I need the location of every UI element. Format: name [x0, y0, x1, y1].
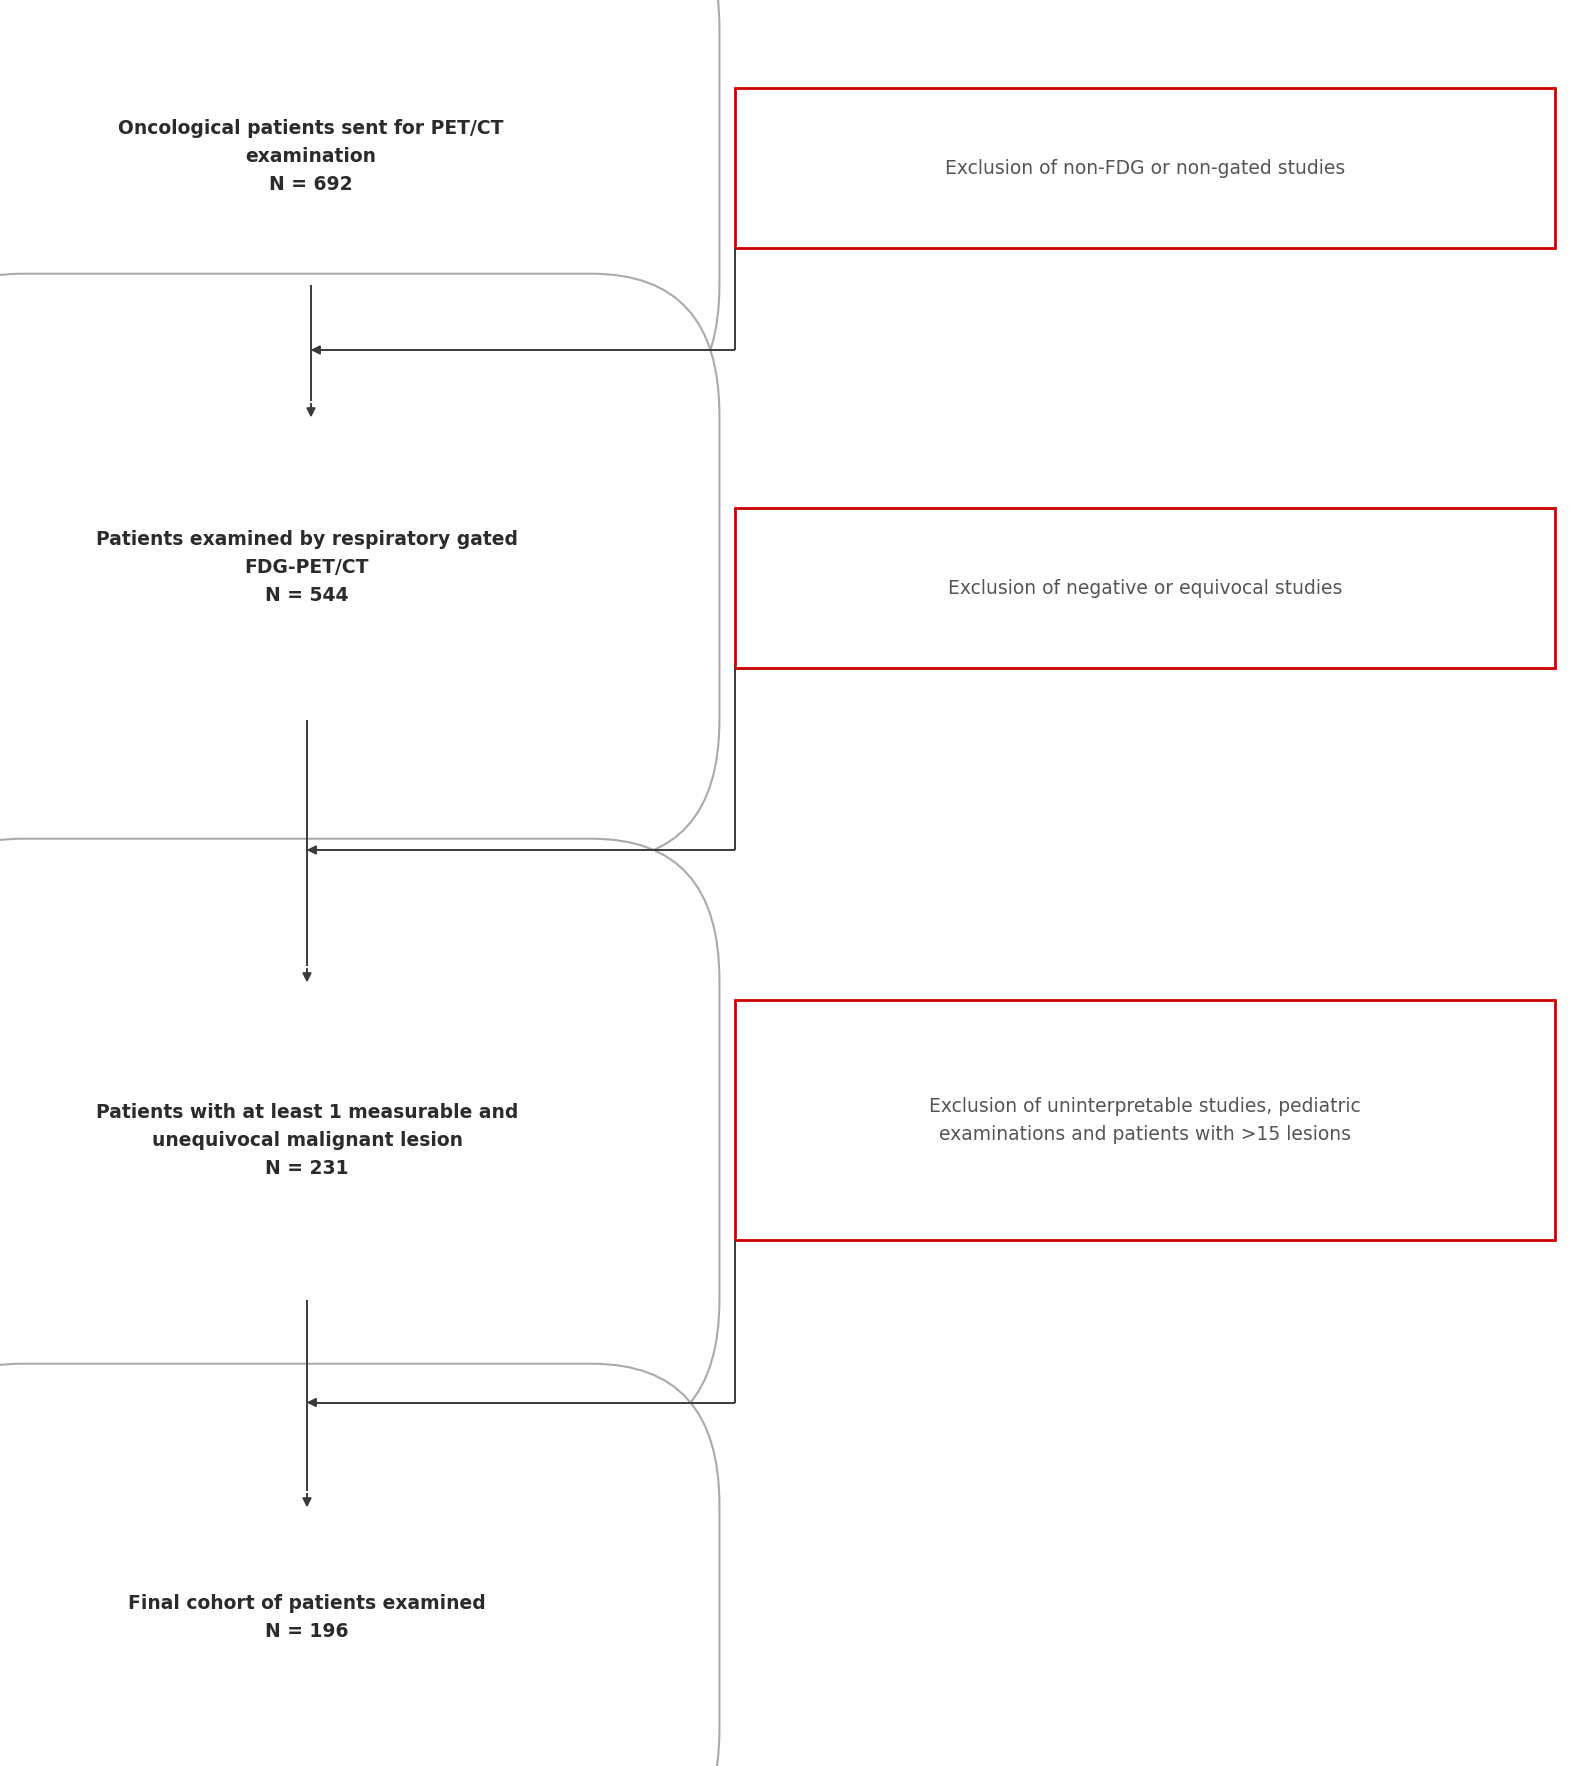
FancyBboxPatch shape — [734, 509, 1555, 668]
Text: Exclusion of uninterpretable studies, pediatric
examinations and patients with >: Exclusion of uninterpretable studies, pe… — [929, 1097, 1360, 1144]
FancyBboxPatch shape — [0, 0, 720, 426]
Text: Patients with at least 1 measurable and
unequivocal malignant lesion
N = 231: Patients with at least 1 measurable and … — [96, 1102, 518, 1178]
Text: Exclusion of non-FDG or non-gated studies: Exclusion of non-FDG or non-gated studie… — [945, 159, 1344, 178]
Text: Exclusion of negative or equivocal studies: Exclusion of negative or equivocal studi… — [948, 579, 1343, 597]
FancyBboxPatch shape — [734, 1000, 1555, 1240]
Text: Oncological patients sent for PET/CT
examination
N = 692: Oncological patients sent for PET/CT exa… — [118, 118, 503, 194]
FancyBboxPatch shape — [0, 839, 720, 1441]
FancyBboxPatch shape — [734, 88, 1555, 247]
Text: Final cohort of patients examined
N = 196: Final cohort of patients examined N = 19… — [127, 1595, 486, 1641]
FancyBboxPatch shape — [0, 1363, 720, 1766]
Text: Patients examined by respiratory gated
FDG-PET/CT
N = 544: Patients examined by respiratory gated F… — [96, 530, 518, 606]
FancyBboxPatch shape — [0, 274, 720, 862]
